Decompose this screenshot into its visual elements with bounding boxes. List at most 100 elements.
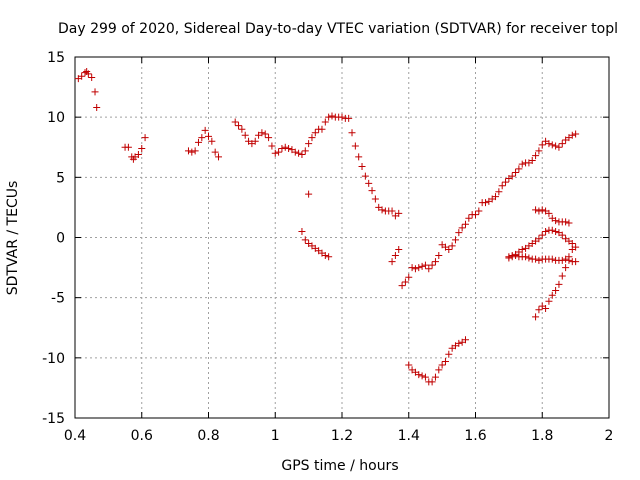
data-point-sat-h — [441, 357, 449, 365]
data-point-sat-g — [448, 242, 456, 250]
data-point-sat-g — [408, 264, 416, 272]
data-point-sat-c — [208, 137, 216, 145]
data-point-sat-d — [351, 142, 359, 150]
data-point-sat-h — [445, 350, 453, 358]
data-point-sat-d — [325, 113, 333, 121]
data-point-sat-l — [558, 272, 566, 280]
x-axis-label: GPS time / hours — [281, 458, 398, 474]
data-point-sat-g — [515, 165, 523, 173]
data-point-sat-g — [411, 265, 419, 273]
data-point-sat-d — [358, 163, 366, 171]
x-tick-label: 0.4 — [64, 428, 86, 444]
data-point-sat-d — [345, 114, 353, 122]
data-point-sat-g — [401, 278, 409, 286]
y-tick-label: 5 — [56, 170, 65, 186]
data-point-sat-g — [405, 273, 413, 281]
data-point-sat-h — [415, 371, 423, 379]
data-point-sat-l — [542, 304, 550, 312]
data-point-sat-k — [538, 206, 546, 214]
data-point-sat-e — [325, 253, 333, 261]
data-point-sat-h — [418, 372, 426, 380]
data-point-sat-g — [398, 282, 406, 290]
data-point-sat-k — [532, 206, 540, 214]
y-tick-label: -10 — [42, 351, 65, 367]
data-point-sat-a — [91, 88, 99, 96]
data-point-sat-d — [301, 147, 309, 155]
data-point-sat-g — [545, 140, 553, 148]
data-point-sat-h — [461, 336, 469, 344]
data-point-sat-g — [475, 207, 483, 215]
data-point-sat-d — [348, 129, 356, 137]
data-point-sat-g — [498, 182, 506, 190]
data-point-sat-l — [562, 264, 570, 272]
data-point-sat-g — [445, 246, 453, 254]
data-point-sat-d — [265, 134, 273, 142]
x-tick-label: 0.6 — [131, 428, 153, 444]
data-point-sat-j — [548, 226, 556, 234]
data-point-sat-h — [438, 361, 446, 369]
data-point-sat-k — [552, 217, 560, 225]
x-tick-label: 2 — [605, 428, 614, 444]
data-point-sat-g — [425, 265, 433, 273]
data-point-sat-c — [205, 132, 212, 140]
data-point-sat-l — [545, 297, 553, 305]
data-point-sat-c — [188, 148, 196, 156]
data-point-sat-c — [201, 126, 209, 134]
data-point-sat-e — [301, 236, 309, 244]
data-point-sat-g — [435, 252, 443, 260]
data-point-sat-l — [552, 286, 560, 294]
data-point-sat-j — [518, 246, 526, 254]
data-point-sat-d — [298, 150, 306, 158]
data-point-sat-g — [568, 131, 576, 139]
data-point-sat-d — [388, 207, 396, 215]
axis-ticks: 0.4 0.6 0.8 1 1.2 1.4 1.6 1.8 2 -15 -10 -5 0 5 10 15 — [42, 50, 613, 444]
data-point-sat-a — [84, 70, 92, 78]
data-point-sat-h — [435, 366, 443, 374]
data-point-sat-g — [508, 172, 516, 180]
data-point-sat-b — [124, 143, 132, 151]
data-point-sat-c — [215, 153, 223, 161]
data-point-sat-d — [261, 130, 269, 138]
data-point-sat-d — [311, 129, 319, 137]
data-point-sat-c — [194, 138, 202, 146]
data-point-sat-d — [275, 148, 283, 156]
data-point-sat-g — [492, 193, 500, 201]
data-point-sat-d — [368, 187, 376, 195]
data-point-sat-d — [308, 134, 316, 142]
y-tick-label: -15 — [42, 411, 65, 427]
data-point-sat-b — [141, 134, 149, 142]
data-point-sat-d — [268, 142, 276, 150]
data-point-sat-c — [191, 147, 199, 155]
data-point-sat-d — [285, 144, 293, 152]
data-point-sat-d — [361, 172, 369, 180]
data-point-sat-d — [278, 144, 286, 152]
data-point-sat-d — [321, 118, 329, 126]
data-point-sat-g — [572, 130, 580, 138]
data-point-sat-g — [555, 143, 563, 151]
y-tick-label: 0 — [56, 231, 65, 247]
data-point-sat-g — [451, 236, 459, 244]
data-point-sat-c — [184, 147, 192, 155]
data-point-sat-j — [558, 231, 566, 239]
x-tick-label: 1.8 — [531, 428, 553, 444]
data-point-sat-e — [298, 227, 306, 235]
data-point-sat-f — [395, 246, 403, 254]
x-tick-label: 1.2 — [331, 428, 353, 444]
data-point-sat-l — [565, 253, 573, 261]
data-point-sat-g — [538, 141, 546, 149]
data-point-sat-g — [512, 169, 520, 177]
data-point-sat-a — [81, 69, 89, 77]
data-point-sat-d — [291, 148, 299, 156]
data-point-sat-l — [572, 243, 580, 251]
data-point-sat-i — [525, 254, 533, 262]
data-point-sat-d — [318, 125, 326, 133]
data-point-sat-g — [558, 140, 566, 148]
data-point-sat-b — [138, 144, 146, 152]
data-point-sat-g — [552, 142, 560, 150]
data-point-sat-c — [198, 134, 206, 142]
y-tick-label: 10 — [47, 110, 65, 126]
data-point-sat-g — [472, 211, 479, 219]
data-point-sat-d — [281, 143, 289, 151]
data-point-sat-f — [391, 252, 399, 260]
